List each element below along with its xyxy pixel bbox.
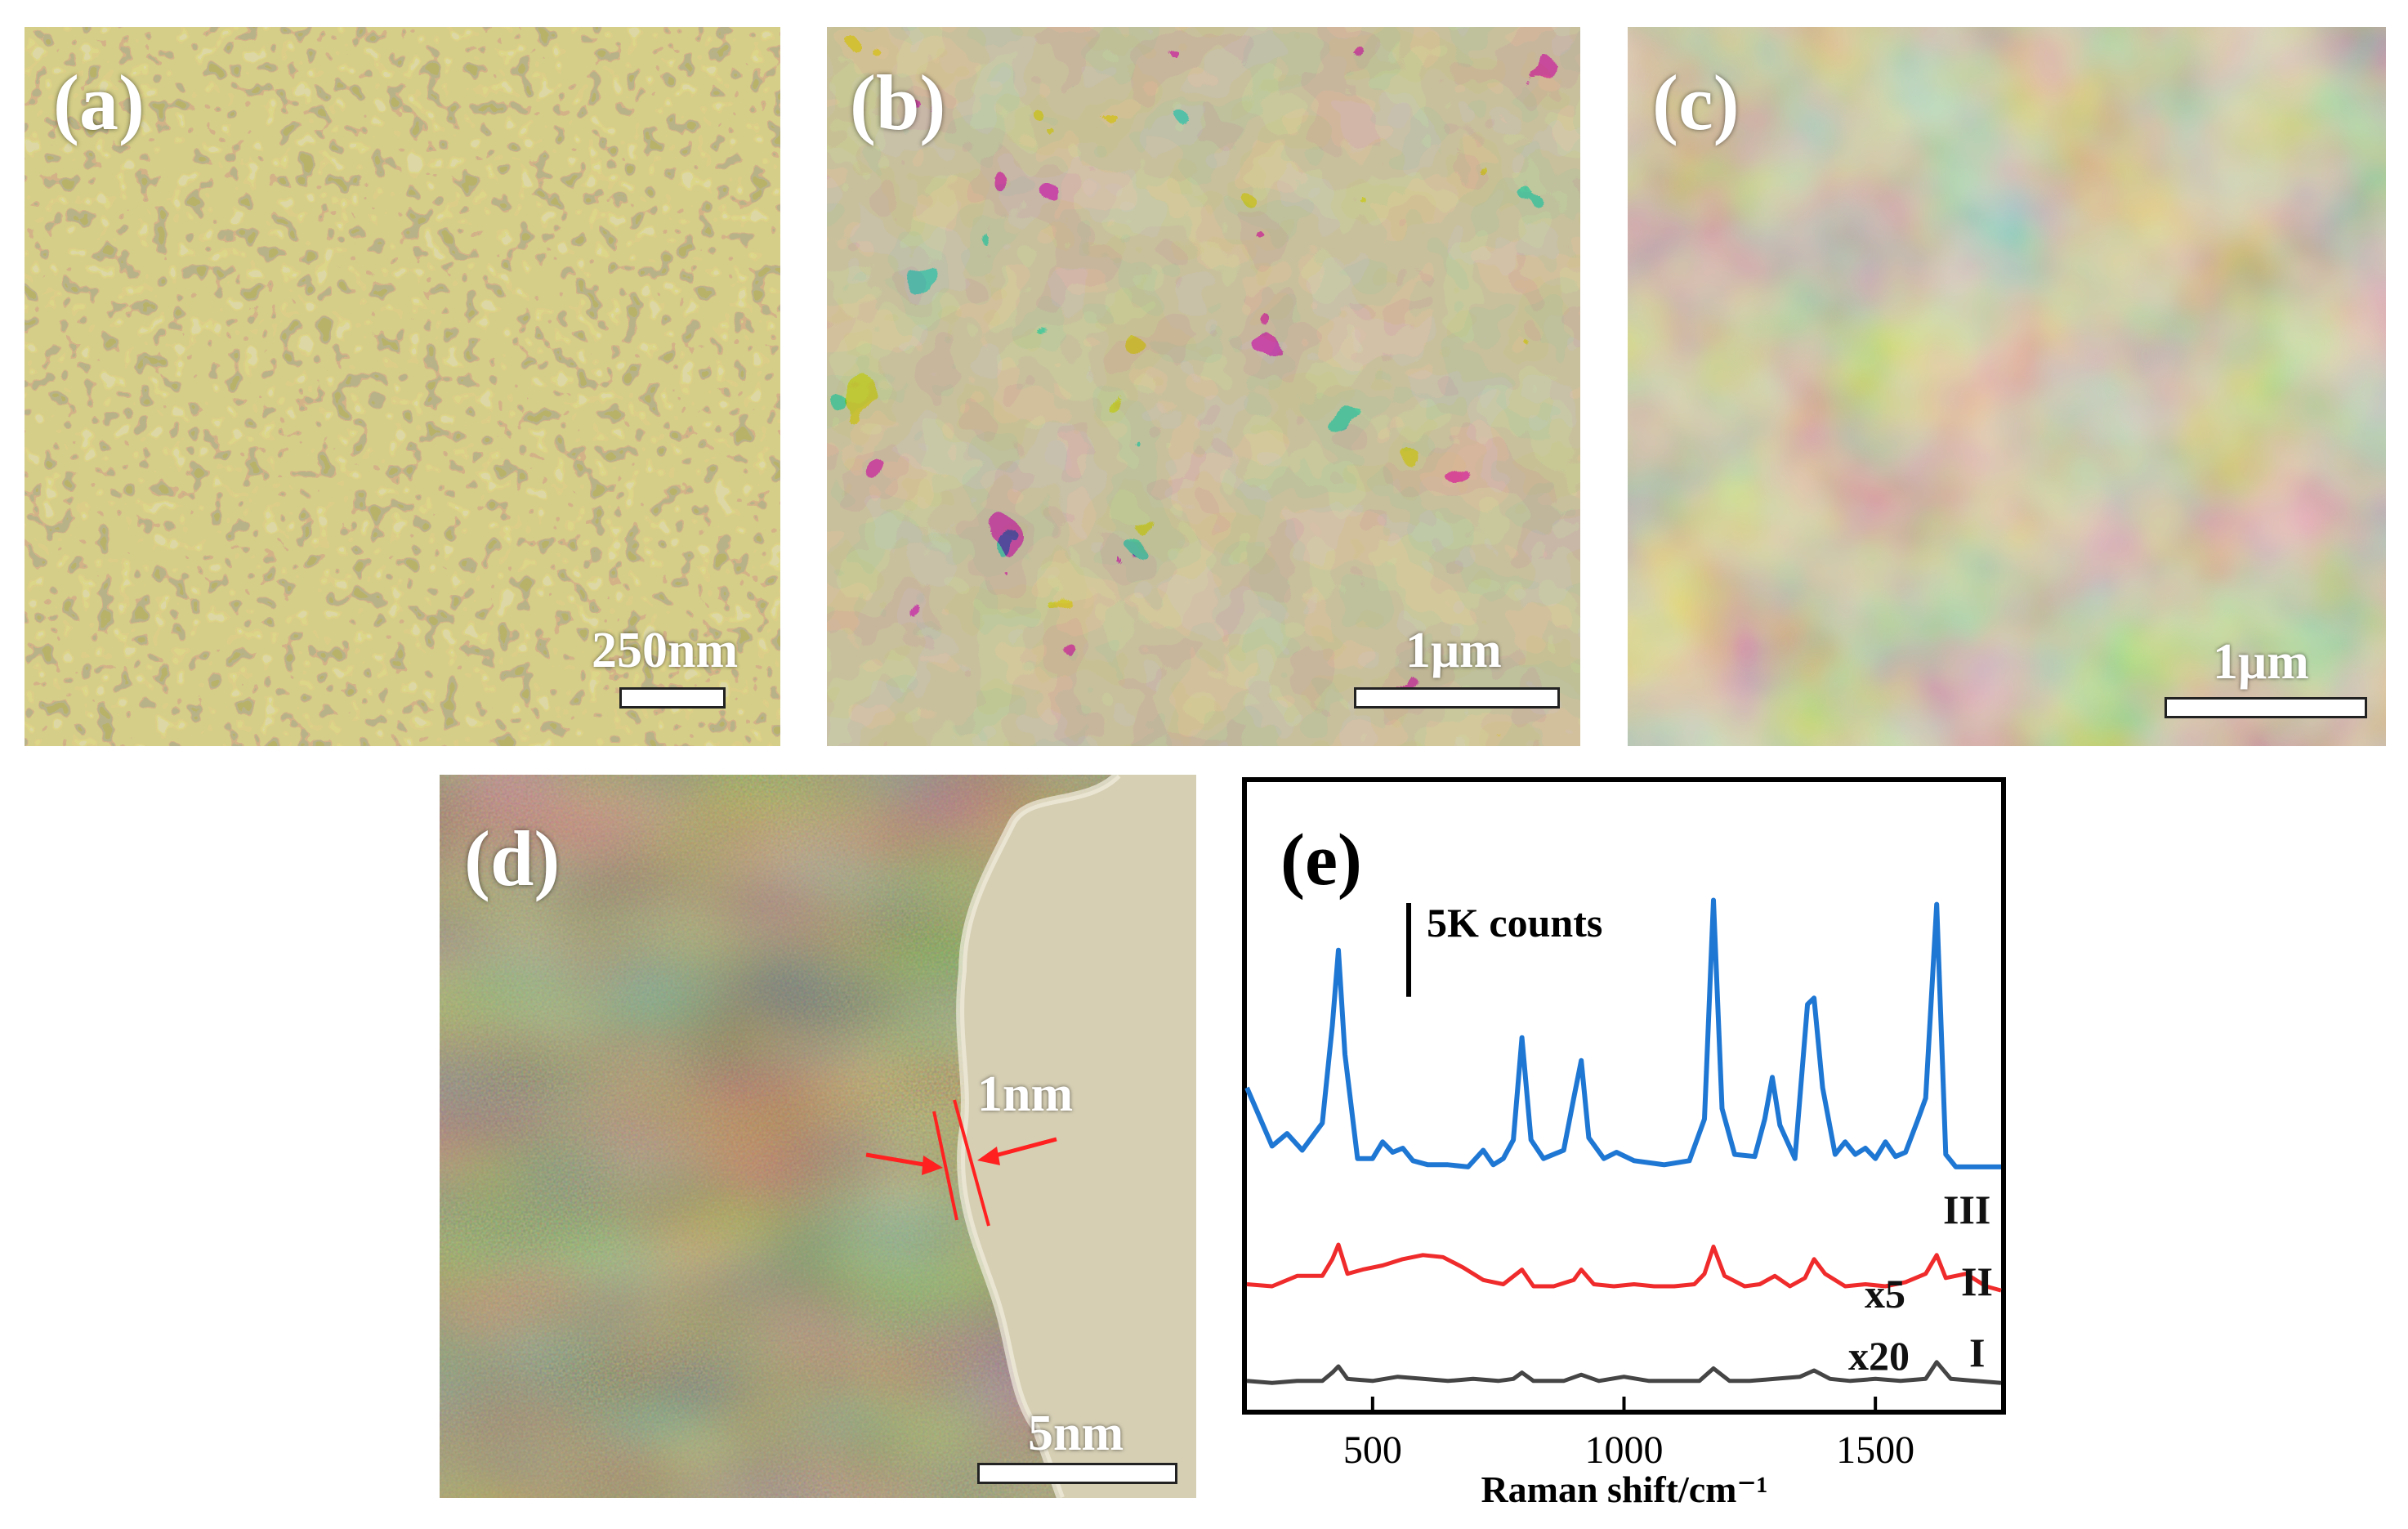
thickness-label: 1nm	[977, 1066, 1074, 1122]
scale-bar	[977, 1463, 1177, 1484]
scale-bar-label: 1μm	[2213, 634, 2309, 690]
panel-label: (c)	[1652, 59, 1740, 146]
boundary-line-outer	[953, 1099, 990, 1227]
scale-bar	[619, 687, 726, 709]
scale-bar	[2165, 697, 2367, 718]
panel-a: (a) 250nm	[25, 27, 780, 746]
arrow-left-head	[922, 1156, 943, 1175]
panel-label: (d)	[464, 815, 561, 902]
panel-d: (d) 1nm 5nm	[440, 775, 1196, 1498]
scale-bar	[1354, 687, 1560, 709]
scale-bar-label: 1μm	[1405, 623, 1502, 678]
panel-b: (b) 1μm	[827, 27, 1580, 746]
sem-image-a	[25, 27, 780, 746]
x-tick-label-1000: 1000	[1585, 1428, 1664, 1472]
panel-label: (b)	[850, 59, 946, 146]
sem-image-c	[1628, 27, 2386, 746]
scale-bar-label: 250nm	[592, 623, 739, 678]
panel-c: (c) 1μm	[1628, 27, 2386, 746]
tem-image-d	[440, 775, 1196, 1498]
panel-label: (a)	[53, 59, 145, 146]
x-tick-label-500: 500	[1343, 1428, 1402, 1472]
scale-bar-label: 5nm	[1028, 1406, 1124, 1461]
sem-image-b	[827, 27, 1580, 746]
panel-e	[1242, 777, 2006, 1415]
thickness-arrows	[865, 1099, 1057, 1227]
x-axis-label: Raman shift/cm⁻¹	[1481, 1469, 1767, 1510]
boundary-line-inner	[932, 1111, 958, 1221]
arrow-right-head	[977, 1147, 1000, 1165]
x-tick-label-1500: 1500	[1836, 1428, 1914, 1472]
